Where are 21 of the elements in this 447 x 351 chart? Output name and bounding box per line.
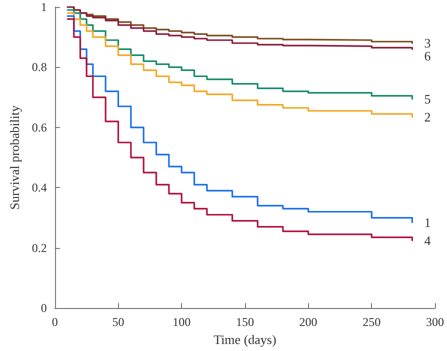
x-tick-label: 0 [52,315,58,330]
x-tick-label: 150 [236,315,254,330]
y-tick-label: 0.6 [32,120,47,134]
x-tick-label: 200 [299,315,318,330]
x-tick-label: 250 [362,315,381,330]
y-tick-label: 0.4 [32,180,47,195]
series-label: 2 [424,109,431,124]
series-label: 4 [424,232,432,248]
x-tick-label: 300 [426,315,444,330]
series-label: 6 [424,48,432,64]
y-tick-label: 0 [40,301,47,316]
y-tick-label: 0.2 [32,240,47,255]
series-label: 3 [424,36,431,51]
y-tick-label: 0.8 [32,60,47,74]
x-axis-title: Time (days) [214,332,276,347]
x-tick-label: 50 [112,315,124,330]
x-tick-label: 100 [172,315,191,330]
y-tick-label: 1 [40,0,47,14]
series-label: 5 [424,91,431,106]
series-label: 1 [424,214,431,230]
y-axis-title: Survival probability [7,104,22,210]
